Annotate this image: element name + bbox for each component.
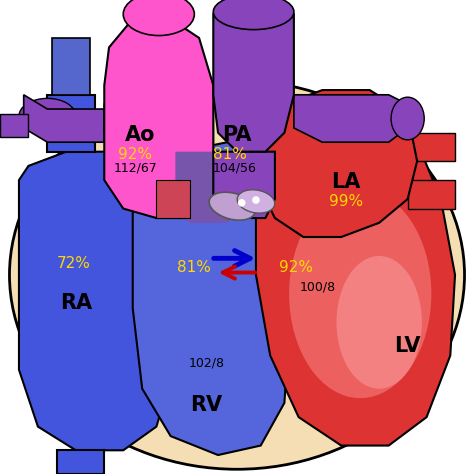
Text: RA: RA — [60, 293, 92, 313]
Text: RV: RV — [190, 395, 222, 415]
Text: PA: PA — [222, 125, 252, 145]
Text: Ao: Ao — [125, 125, 155, 145]
Ellipse shape — [337, 256, 422, 389]
Polygon shape — [104, 104, 213, 142]
Polygon shape — [408, 180, 455, 209]
Polygon shape — [24, 95, 104, 142]
Text: 81%: 81% — [213, 146, 247, 162]
Ellipse shape — [123, 0, 194, 36]
Ellipse shape — [237, 190, 275, 213]
Text: 81%: 81% — [177, 260, 211, 275]
Polygon shape — [256, 104, 455, 446]
Text: LA: LA — [331, 173, 361, 192]
Text: 100/8: 100/8 — [300, 280, 336, 293]
Polygon shape — [104, 19, 213, 218]
Ellipse shape — [209, 192, 255, 220]
Ellipse shape — [213, 0, 294, 30]
Ellipse shape — [9, 81, 465, 469]
Text: 102/8: 102/8 — [188, 356, 224, 369]
Text: LV: LV — [394, 336, 421, 356]
Polygon shape — [213, 152, 275, 218]
Ellipse shape — [391, 97, 424, 140]
Circle shape — [252, 196, 260, 204]
Circle shape — [238, 199, 246, 207]
Text: 92%: 92% — [118, 146, 152, 162]
Polygon shape — [261, 90, 417, 237]
Polygon shape — [47, 95, 95, 152]
Polygon shape — [175, 152, 237, 223]
Text: 112/67: 112/67 — [113, 162, 157, 175]
Polygon shape — [52, 38, 90, 95]
Text: 104/56: 104/56 — [213, 162, 256, 175]
Polygon shape — [57, 450, 104, 474]
Polygon shape — [0, 114, 28, 137]
Text: 72%: 72% — [56, 255, 91, 271]
Text: 99%: 99% — [329, 194, 363, 209]
Polygon shape — [294, 95, 408, 142]
Polygon shape — [156, 180, 190, 218]
Polygon shape — [19, 152, 171, 450]
Polygon shape — [213, 14, 294, 152]
Ellipse shape — [289, 190, 431, 398]
Ellipse shape — [19, 99, 76, 134]
Polygon shape — [408, 133, 455, 161]
Text: 92%: 92% — [279, 260, 313, 275]
Polygon shape — [133, 142, 289, 455]
